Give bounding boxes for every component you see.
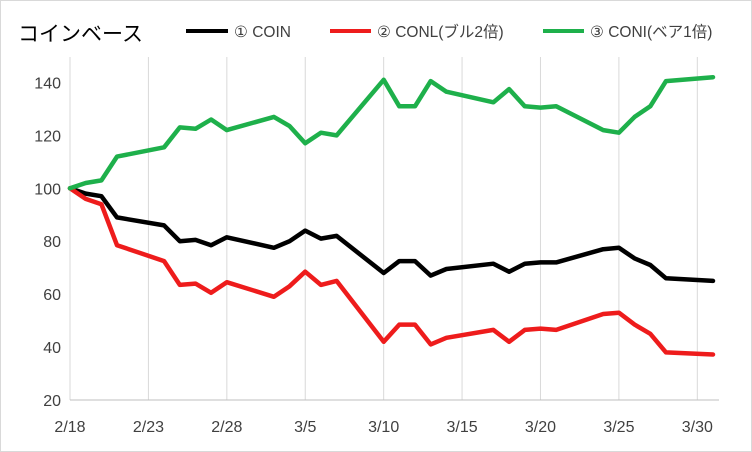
series-lines (67, 74, 716, 357)
x-tick-label: 3/15 (447, 419, 478, 436)
x-tick-label: 3/30 (682, 419, 713, 436)
chart-title: コインベース (18, 23, 143, 46)
legend-item-coin: ① COIN (186, 24, 291, 41)
x-tick-label: 3/10 (368, 419, 399, 436)
x-tick-label: 2/28 (211, 419, 242, 436)
x-tick-label: 2/23 (133, 419, 164, 436)
series-line-3 (67, 74, 716, 191)
x-tick-label: 2/18 (54, 419, 85, 436)
series-line-2 (67, 186, 716, 357)
x-tick-label: 3/5 (294, 419, 316, 436)
y-tick-label: 20 (43, 393, 61, 410)
x-tick-label: 3/20 (525, 419, 556, 436)
x-gridlines (69, 57, 698, 400)
legend-label-coni: ③ CONI(ベア1倍) (590, 23, 712, 41)
legend: ① COIN ② CONL(ブル2倍) ③ CONI(ベア1倍) (186, 22, 712, 41)
y-tick-label: 80 (43, 234, 61, 251)
y-tick-label: 140 (34, 75, 61, 92)
x-tick-label: 3/25 (603, 419, 634, 436)
y-tick-label: 40 (43, 340, 61, 357)
legend-item-conl: ② CONL(ブル2倍) (330, 22, 504, 41)
y-tick-label: 120 (34, 128, 61, 145)
legend-label-coin: ① COIN (234, 24, 291, 41)
legend-label-conl: ② CONL(ブル2倍) (377, 22, 504, 41)
y-tick-labels: 20 40 60 80 100 120 140 (34, 75, 61, 410)
y-tick-label: 60 (43, 287, 61, 304)
y-tick-label: 100 (34, 181, 61, 198)
legend-item-coni: ③ CONI(ベア1倍) (543, 23, 712, 41)
series-line-1 (67, 186, 716, 284)
x-tick-labels: 2/18 2/23 2/28 3/5 3/10 3/15 3/20 3/25 3/30 (54, 419, 713, 436)
